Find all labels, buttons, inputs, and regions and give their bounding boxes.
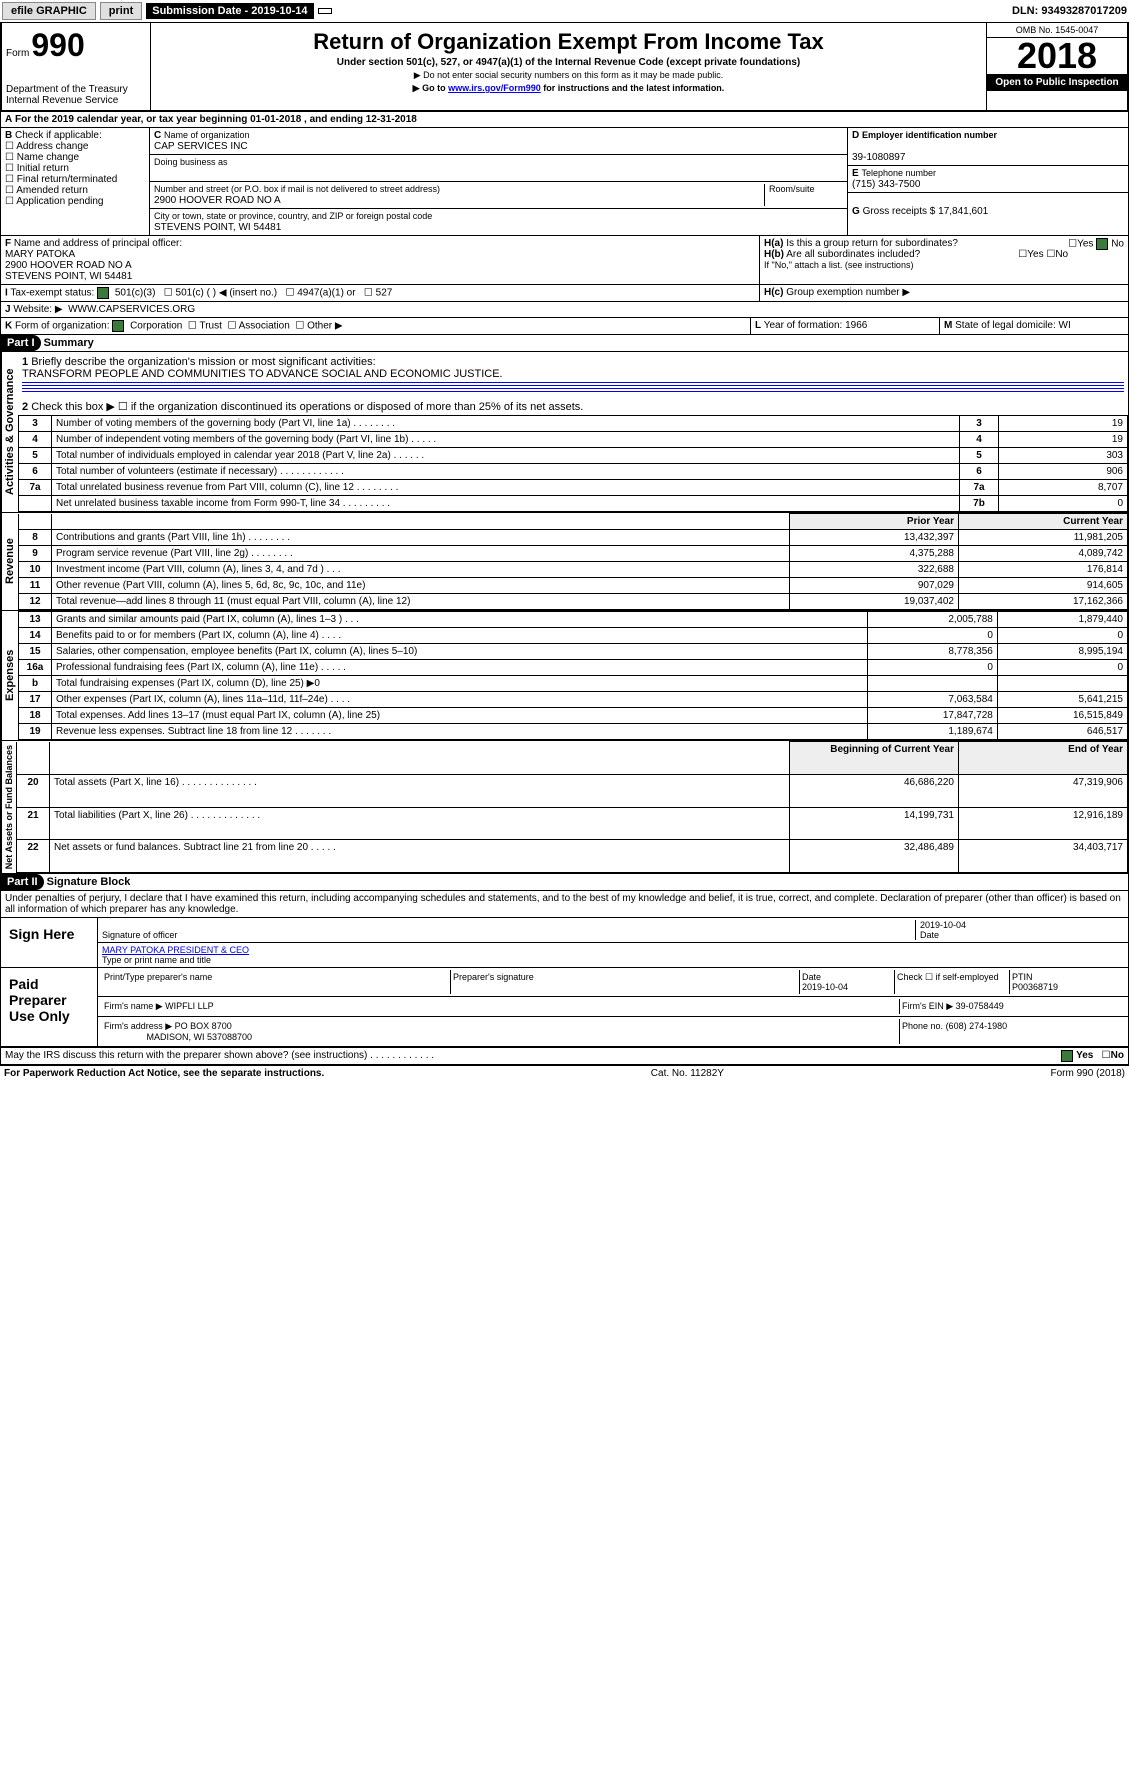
form-number: 990	[31, 27, 84, 64]
footer-cat: Cat. No. 11282Y	[651, 1068, 724, 1079]
chk-501c3[interactable]	[97, 287, 109, 299]
chk-corporation[interactable]	[112, 320, 124, 332]
print-button[interactable]: print	[100, 2, 142, 20]
firm-phone: (608) 274-1980	[946, 1021, 1008, 1031]
year-formation: 1966	[845, 320, 867, 331]
irs-link[interactable]: www.irs.gov/Form990	[448, 83, 541, 93]
side-net-assets: Net Assets or Fund Balances	[1, 741, 16, 873]
mission-text: TRANSFORM PEOPLE AND COMMUNITIES TO ADVA…	[22, 368, 503, 380]
paid-preparer-label: Paid Preparer Use Only	[1, 968, 98, 1046]
org-city: STEVENS POINT, WI 54481	[154, 222, 281, 233]
ein: 39-1080897	[852, 152, 905, 163]
officer-name-link[interactable]: MARY PATOKA PRESIDENT & CEO	[102, 945, 249, 955]
org-address: 2900 HOOVER ROAD NO A	[154, 195, 281, 206]
side-governance: Activities & Governance	[1, 352, 18, 512]
line-a: A For the 2019 calendar year, or tax yea…	[1, 112, 1128, 127]
open-to-public: Open to Public Inspection	[987, 74, 1127, 91]
form-title: Return of Organization Exempt From Incom…	[155, 29, 982, 55]
hb-yes[interactable]: ☐Yes	[1018, 249, 1043, 260]
dept-treasury: Department of the Treasury Internal Reve…	[6, 84, 146, 106]
firm-ein: 39-0758449	[956, 1001, 1004, 1011]
dln-label: DLN: 93493287017209	[1012, 5, 1127, 17]
chk-application-pending[interactable]: ☐ Application pending	[5, 196, 104, 207]
form-note1: ▶ Do not enter social security numbers o…	[155, 70, 982, 81]
form-header: Form990 Department of the Treasury Inter…	[0, 23, 1129, 112]
website: WWW.CAPSERVICES.ORG	[68, 304, 195, 315]
sign-here-label: Sign Here	[1, 918, 98, 967]
part1-header: Part I	[1, 335, 41, 351]
gross-receipts: 17,841,601	[938, 206, 988, 217]
tax-year: 2018	[987, 38, 1127, 74]
chk-initial-return[interactable]: ☐ Initial return	[5, 163, 69, 174]
efile-button[interactable]: efile GRAPHIC	[2, 2, 96, 20]
side-expenses: Expenses	[1, 611, 18, 740]
state-domicile: WI	[1059, 320, 1071, 331]
chk-name-change[interactable]: ☐ Name change	[5, 152, 79, 163]
top-toolbar: efile GRAPHIC print Submission Date - 20…	[0, 0, 1129, 23]
part2-header: Part II	[1, 874, 44, 890]
org-name: CAP SERVICES INC	[154, 141, 248, 152]
ha-no-checked[interactable]	[1096, 238, 1108, 250]
chk-address-change[interactable]: ☐ Address change	[5, 141, 88, 152]
perjury-text: Under penalties of perjury, I declare th…	[0, 891, 1129, 918]
sig-date: 2019-10-04	[920, 920, 966, 930]
hb-no[interactable]: ☐No	[1046, 249, 1068, 260]
footer-form: Form 990 (2018)	[1051, 1068, 1125, 1079]
ptin: P00368719	[1012, 982, 1058, 992]
form-note2: ▶ Go to www.irs.gov/Form990 for instruct…	[155, 83, 982, 94]
form-subtitle: Under section 501(c), 527, or 4947(a)(1)…	[155, 57, 982, 68]
firm-name: WIPFLI LLP	[165, 1001, 214, 1011]
side-revenue: Revenue	[1, 513, 18, 610]
discuss-yes[interactable]	[1061, 1050, 1073, 1062]
footer-left: For Paperwork Reduction Act Notice, see …	[4, 1068, 324, 1079]
submission-date-blank	[318, 8, 332, 14]
submission-date-label: Submission Date - 2019-10-14	[146, 3, 313, 19]
officer-name: MARY PATOKA	[5, 249, 75, 260]
chk-final-return[interactable]: ☐ Final return/terminated	[5, 174, 117, 185]
box-b-label: Check if applicable:	[15, 130, 102, 141]
chk-amended-return[interactable]: ☐ Amended return	[5, 185, 88, 196]
telephone: (715) 343-7500	[852, 179, 920, 190]
ha-yes[interactable]: ☐Yes	[1068, 239, 1093, 250]
form-word: Form	[6, 48, 29, 59]
